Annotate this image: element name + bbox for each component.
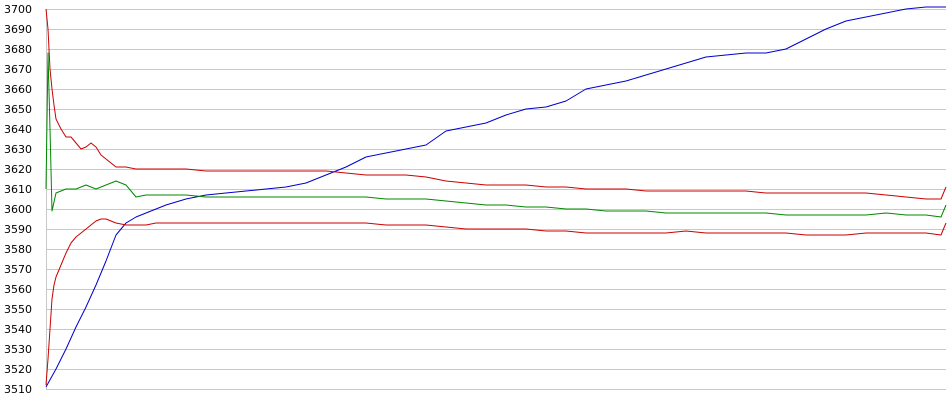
- y-tick-label: 3560: [4, 283, 32, 296]
- y-tick-label: 3670: [4, 63, 32, 76]
- y-tick-label: 3580: [4, 243, 32, 256]
- y-tick-label: 3530: [4, 343, 32, 356]
- y-tick-label: 3610: [4, 183, 32, 196]
- y-tick-label: 3620: [4, 163, 32, 176]
- y-tick-label: 3630: [4, 143, 32, 156]
- series-lines: [45, 6, 947, 388]
- y-tick-label: 3660: [4, 83, 32, 96]
- series-line-3: [45, 8, 947, 200]
- y-tick-label: 3690: [4, 23, 32, 36]
- y-tick-label: 3520: [4, 363, 32, 376]
- y-tick-label: 3640: [4, 123, 32, 136]
- y-tick-label: 3590: [4, 223, 32, 236]
- y-tick-label: 3550: [4, 303, 32, 316]
- y-axis-ticks: 3510 3520 3530 3540 3550 3560 3570 3580 3590 3600…: [4, 3, 32, 396]
- series-line-4: [45, 218, 947, 386]
- y-tick-label: 3680: [4, 43, 32, 56]
- series-line-1: [45, 6, 946, 388]
- y-tick-label: 3540: [4, 323, 32, 336]
- y-tick-label: 3510: [4, 383, 32, 396]
- y-tick-label: 3650: [4, 103, 32, 116]
- y-tick-label: 3600: [4, 203, 32, 216]
- y-tick-label: 3700: [4, 3, 32, 16]
- y-tick-label: 3570: [4, 263, 32, 276]
- series-line-2: [45, 52, 947, 218]
